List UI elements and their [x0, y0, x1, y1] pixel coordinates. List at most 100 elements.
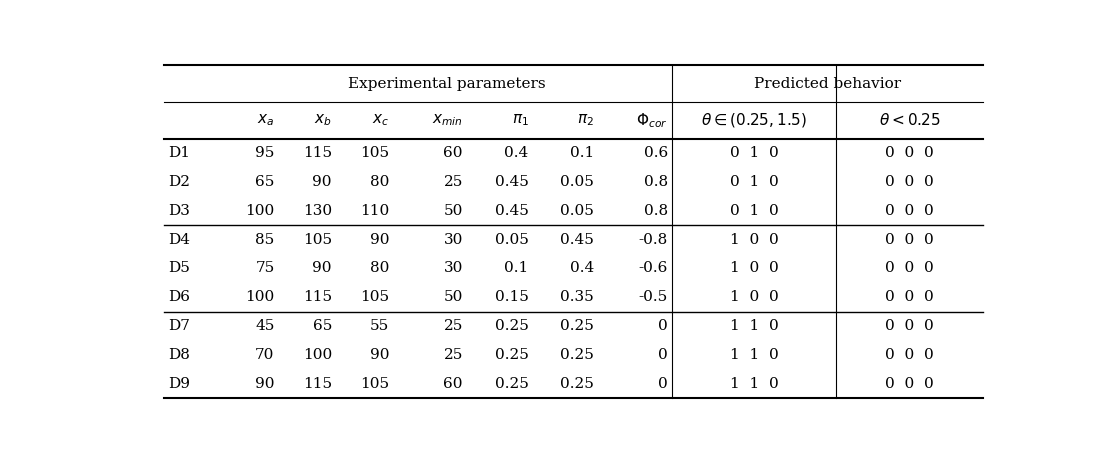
- Text: 30: 30: [444, 261, 463, 275]
- Text: 0.25: 0.25: [495, 377, 528, 390]
- Text: 80: 80: [370, 175, 390, 189]
- Text: 0.05: 0.05: [560, 204, 594, 217]
- Text: 0  1  0: 0 1 0: [730, 204, 778, 217]
- Text: D6: D6: [168, 290, 190, 304]
- Text: 1  1  0: 1 1 0: [730, 377, 778, 390]
- Text: 105: 105: [360, 290, 390, 304]
- Text: D1: D1: [168, 146, 190, 160]
- Text: 0  1  0: 0 1 0: [730, 146, 778, 160]
- Text: 45: 45: [255, 319, 275, 333]
- Text: 80: 80: [370, 261, 390, 275]
- Text: 105: 105: [302, 233, 332, 247]
- Text: D2: D2: [168, 175, 190, 189]
- Text: 115: 115: [302, 290, 332, 304]
- Text: 55: 55: [370, 319, 390, 333]
- Text: 0: 0: [658, 348, 668, 362]
- Text: 1  1  0: 1 1 0: [730, 348, 778, 362]
- Text: 0.25: 0.25: [495, 348, 528, 362]
- Text: 30: 30: [444, 233, 463, 247]
- Text: -0.8: -0.8: [639, 233, 668, 247]
- Text: 50: 50: [444, 290, 463, 304]
- Text: 0: 0: [658, 319, 668, 333]
- Text: 0.4: 0.4: [570, 261, 594, 275]
- Text: D3: D3: [168, 204, 190, 217]
- Text: 25: 25: [444, 319, 463, 333]
- Text: 0  0  0: 0 0 0: [886, 290, 934, 304]
- Text: 0.25: 0.25: [495, 319, 528, 333]
- Text: 0.1: 0.1: [505, 261, 528, 275]
- Text: 0  0  0: 0 0 0: [886, 348, 934, 362]
- Text: 85: 85: [256, 233, 275, 247]
- Text: 60: 60: [444, 146, 463, 160]
- Text: $\pi_1$: $\pi_1$: [511, 112, 528, 128]
- Text: 65: 65: [255, 175, 275, 189]
- Text: 65: 65: [312, 319, 332, 333]
- Text: 1  1  0: 1 1 0: [730, 319, 778, 333]
- Text: 105: 105: [360, 377, 390, 390]
- Text: 130: 130: [302, 204, 332, 217]
- Text: 95: 95: [255, 146, 275, 160]
- Text: D4: D4: [168, 233, 190, 247]
- Text: D8: D8: [168, 348, 190, 362]
- Text: 0: 0: [658, 377, 668, 390]
- Text: D9: D9: [168, 377, 190, 390]
- Text: 0.6: 0.6: [643, 146, 668, 160]
- Text: -0.6: -0.6: [639, 261, 668, 275]
- Text: 60: 60: [444, 377, 463, 390]
- Text: $\theta \in (0.25, 1.5)$: $\theta \in (0.25, 1.5)$: [701, 111, 807, 129]
- Text: 90: 90: [255, 377, 275, 390]
- Text: $x_c$: $x_c$: [372, 112, 390, 128]
- Text: 115: 115: [302, 146, 332, 160]
- Text: D7: D7: [168, 319, 190, 333]
- Text: 70: 70: [255, 348, 275, 362]
- Text: 90: 90: [312, 175, 332, 189]
- Text: 0.45: 0.45: [560, 233, 594, 247]
- Text: D5: D5: [168, 261, 190, 275]
- Text: 50: 50: [444, 204, 463, 217]
- Text: 0.1: 0.1: [570, 146, 594, 160]
- Text: 25: 25: [444, 348, 463, 362]
- Text: 0  0  0: 0 0 0: [886, 261, 934, 275]
- Text: Predicted behavior: Predicted behavior: [754, 76, 901, 91]
- Text: 115: 115: [302, 377, 332, 390]
- Text: 0.35: 0.35: [560, 290, 594, 304]
- Text: 0.05: 0.05: [560, 175, 594, 189]
- Text: $\Phi_{cor}$: $\Phi_{cor}$: [637, 111, 668, 130]
- Text: 0.8: 0.8: [643, 204, 668, 217]
- Text: 25: 25: [444, 175, 463, 189]
- Text: -0.5: -0.5: [639, 290, 668, 304]
- Text: 0.15: 0.15: [495, 290, 528, 304]
- Text: 0  0  0: 0 0 0: [886, 319, 934, 333]
- Text: 0  1  0: 0 1 0: [730, 175, 778, 189]
- Text: 0.25: 0.25: [560, 319, 594, 333]
- Text: 1  0  0: 1 0 0: [730, 290, 778, 304]
- Text: 0.8: 0.8: [643, 175, 668, 189]
- Text: 0  0  0: 0 0 0: [886, 233, 934, 247]
- Text: 1  0  0: 1 0 0: [730, 233, 778, 247]
- Text: $x_{min}$: $x_{min}$: [432, 112, 463, 128]
- Text: $\pi_2$: $\pi_2$: [577, 112, 594, 128]
- Text: 1  0  0: 1 0 0: [730, 261, 778, 275]
- Text: 0.25: 0.25: [560, 348, 594, 362]
- Text: 100: 100: [246, 204, 275, 217]
- Text: 90: 90: [370, 348, 390, 362]
- Text: $\theta < 0.25$: $\theta < 0.25$: [879, 112, 941, 128]
- Text: 0.25: 0.25: [560, 377, 594, 390]
- Text: 110: 110: [360, 204, 390, 217]
- Text: 0  0  0: 0 0 0: [886, 377, 934, 390]
- Text: 90: 90: [370, 233, 390, 247]
- Text: 0.45: 0.45: [495, 204, 528, 217]
- Text: 0  0  0: 0 0 0: [886, 204, 934, 217]
- Text: 90: 90: [312, 261, 332, 275]
- Text: 0.45: 0.45: [495, 175, 528, 189]
- Text: 105: 105: [360, 146, 390, 160]
- Text: 0  0  0: 0 0 0: [886, 175, 934, 189]
- Text: $x_b$: $x_b$: [314, 112, 332, 128]
- Text: 0.4: 0.4: [505, 146, 528, 160]
- Text: $x_a$: $x_a$: [257, 112, 275, 128]
- Text: 0.05: 0.05: [495, 233, 528, 247]
- Text: 0  0  0: 0 0 0: [886, 146, 934, 160]
- Text: Experimental parameters: Experimental parameters: [348, 76, 546, 91]
- Text: 100: 100: [246, 290, 275, 304]
- Text: 100: 100: [302, 348, 332, 362]
